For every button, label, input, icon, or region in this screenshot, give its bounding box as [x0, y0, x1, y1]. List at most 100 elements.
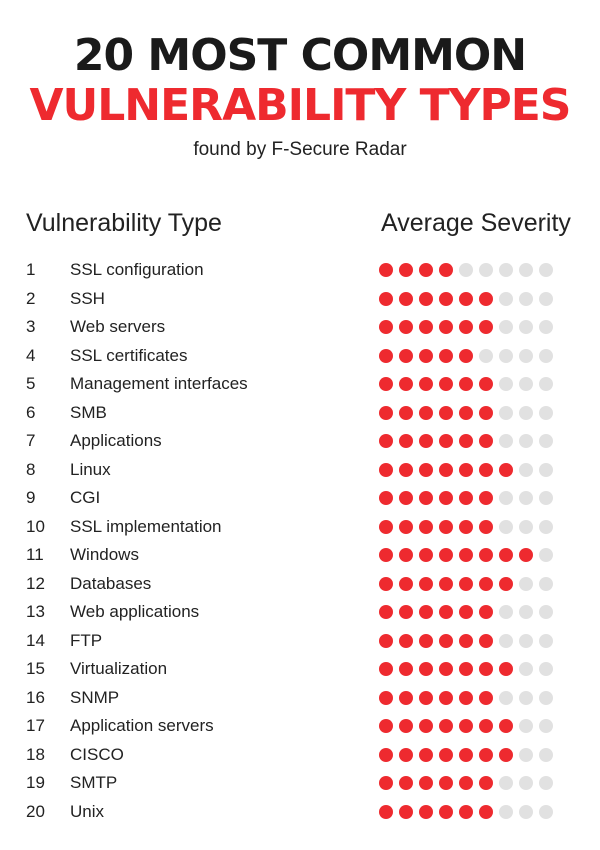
severity-dot-filled	[379, 576, 393, 591]
severity-dot-filled	[379, 776, 393, 790]
severity-rating	[379, 804, 573, 819]
row-vulnerability-type: Application servers	[70, 716, 214, 735]
severity-dot-filled	[479, 377, 493, 391]
severity-dot-filled	[439, 548, 453, 562]
severity-dot-filled	[379, 548, 393, 562]
table-row: 10 SSL implementation	[0, 513, 600, 541]
severity-dot-filled	[459, 719, 473, 733]
severity-dot-empty	[539, 690, 553, 705]
severity-dot-filled	[479, 320, 493, 334]
row-vulnerability-type: Unix	[70, 801, 105, 821]
severity-dot-empty	[539, 348, 553, 363]
severity-rating	[379, 548, 573, 562]
severity-dot-filled	[459, 804, 473, 819]
table-row: 7 Applications	[0, 427, 600, 455]
severity-dot-filled	[399, 719, 413, 733]
table-row: 12 Databases	[0, 570, 600, 598]
severity-dot-filled	[379, 405, 393, 420]
severity-dot-empty	[519, 291, 533, 306]
severity-dot-filled	[379, 719, 393, 733]
severity-dot-filled	[399, 605, 413, 619]
severity-dot-empty	[539, 405, 553, 420]
severity-dot-filled	[439, 576, 453, 591]
severity-dot-filled	[399, 690, 413, 705]
row-rank: 16	[26, 687, 45, 707]
row-rank: 3	[26, 317, 36, 336]
row-rank: 2	[26, 288, 36, 308]
severity-dot-filled	[399, 405, 413, 420]
severity-dot-empty	[539, 320, 553, 334]
severity-dot-filled	[419, 320, 433, 334]
table-row: 19 SMTP	[0, 769, 600, 797]
severity-dot-filled	[399, 348, 413, 363]
severity-dot-filled	[439, 804, 453, 819]
severity-dot-filled	[499, 719, 513, 733]
severity-dot-filled	[439, 320, 453, 334]
row-vulnerability-type: Applications	[70, 431, 162, 450]
severity-dot-empty	[499, 348, 513, 363]
severity-dot-filled	[439, 776, 453, 790]
row-vulnerability-type: Web applications	[70, 602, 200, 621]
severity-dot-filled	[419, 662, 433, 676]
severity-dot-filled	[419, 548, 433, 562]
row-vulnerability-type: SSL implementation	[70, 516, 222, 536]
severity-dot-empty	[539, 519, 553, 534]
severity-rating	[379, 633, 573, 648]
title-line-1: 20 MOST COMMON	[73, 30, 527, 81]
severity-dot-filled	[399, 548, 413, 562]
severity-dot-empty	[499, 804, 513, 819]
severity-dot-filled	[379, 320, 393, 334]
subtitle: found by F-Secure Radar	[193, 139, 407, 160]
table-row: 9 CGI	[0, 484, 600, 512]
severity-dot-empty	[499, 605, 513, 619]
row-vulnerability-type: CGI	[70, 488, 101, 507]
row-vulnerability-type: Databases	[70, 573, 152, 593]
severity-dot-filled	[459, 491, 473, 505]
severity-dot-empty	[519, 804, 533, 819]
severity-dot-empty	[539, 747, 553, 762]
severity-dot-filled	[419, 519, 433, 534]
severity-dot-filled	[459, 633, 473, 648]
severity-dot-filled	[399, 320, 413, 334]
row-rank: 17	[26, 716, 45, 735]
row-rank: 12	[26, 573, 45, 593]
severity-dot-empty	[539, 776, 553, 790]
severity-dot-filled	[439, 405, 453, 420]
severity-dot-filled	[479, 491, 493, 505]
severity-dot-filled	[479, 605, 493, 619]
severity-dot-empty	[539, 462, 553, 477]
severity-dot-filled	[439, 519, 453, 534]
row-rank: 9	[26, 488, 36, 507]
severity-dot-empty	[539, 377, 553, 391]
severity-dot-filled	[419, 804, 433, 819]
severity-dot-filled	[379, 519, 393, 534]
row-rank: 14	[26, 630, 45, 650]
severity-dot-filled	[459, 690, 473, 705]
severity-dot-filled	[419, 776, 433, 790]
severity-dot-empty	[519, 462, 533, 477]
severity-dot-filled	[439, 348, 453, 363]
severity-rating	[379, 320, 573, 334]
severity-dot-empty	[539, 491, 553, 505]
severity-dot-filled	[459, 348, 473, 363]
row-vulnerability-type: Management interfaces	[70, 374, 248, 393]
severity-dot-filled	[459, 434, 473, 448]
severity-dot-filled	[419, 719, 433, 733]
severity-dot-filled	[399, 576, 413, 591]
severity-dot-filled	[459, 462, 473, 477]
severity-dot-filled	[419, 605, 433, 619]
severity-dot-filled	[499, 462, 513, 477]
severity-dot-filled	[479, 690, 493, 705]
row-vulnerability-type: Web servers	[70, 317, 166, 336]
severity-dot-empty	[519, 576, 533, 591]
severity-dot-empty	[519, 519, 533, 534]
severity-dot-empty	[479, 263, 493, 277]
severity-dot-empty	[519, 605, 533, 619]
severity-dot-filled	[379, 690, 393, 705]
row-rank: 4	[26, 345, 36, 365]
severity-rating	[379, 776, 573, 790]
row-rank: 10	[26, 516, 45, 536]
table-row: 1 SSL configuration	[0, 256, 600, 284]
table-row: 16 SNMP	[0, 684, 600, 712]
severity-dot-filled	[479, 747, 493, 762]
